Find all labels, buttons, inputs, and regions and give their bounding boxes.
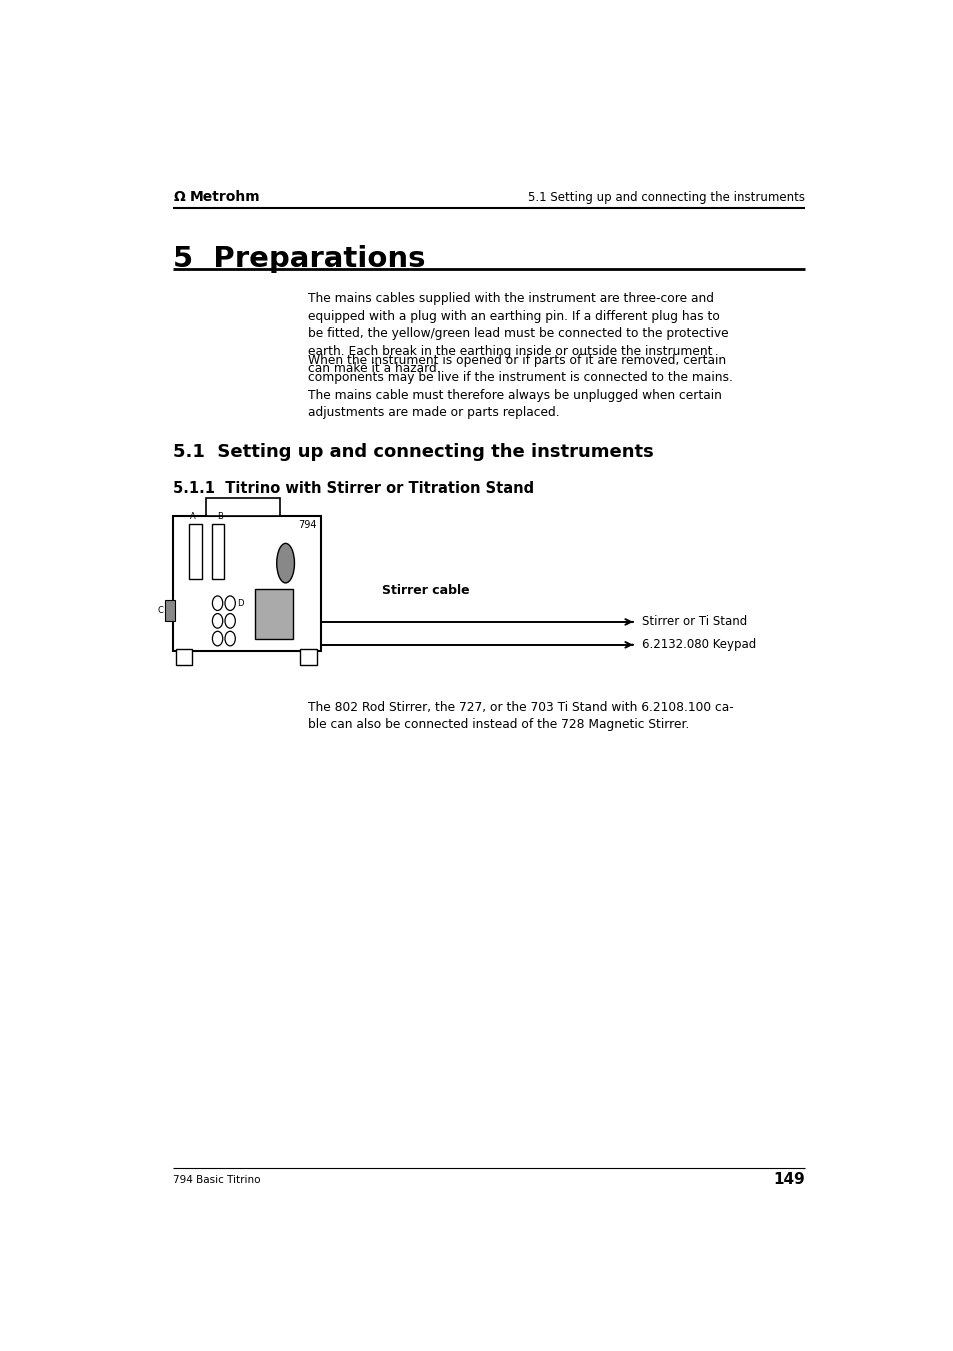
Ellipse shape — [276, 543, 294, 582]
Circle shape — [213, 596, 222, 611]
Text: D: D — [236, 598, 243, 608]
Bar — [212, 524, 224, 580]
Text: B: B — [217, 512, 223, 521]
Circle shape — [213, 613, 222, 628]
Bar — [206, 499, 279, 516]
Text: When the instrument is opened or if parts of it are removed, certain
components : When the instrument is opened or if part… — [308, 354, 732, 419]
Text: The 802 Rod Stirrer, the 727, or the 703 Ti Stand with 6.2108.100 ca-
ble can al: The 802 Rod Stirrer, the 727, or the 703… — [308, 701, 733, 731]
Text: 794: 794 — [298, 520, 316, 530]
Text: 5.1 Setting up and connecting the instruments: 5.1 Setting up and connecting the instru… — [527, 190, 803, 204]
Bar — [300, 648, 316, 665]
Text: C: C — [157, 607, 164, 615]
Bar — [165, 600, 174, 621]
Bar — [176, 648, 193, 665]
Bar — [190, 524, 202, 580]
Text: 6.2132.080 Keypad: 6.2132.080 Keypad — [641, 638, 756, 651]
Text: Stirrer or Ti Stand: Stirrer or Ti Stand — [641, 616, 746, 628]
Text: 5.1.1  Titrino with Stirrer or Titration Stand: 5.1.1 Titrino with Stirrer or Titration … — [173, 481, 534, 496]
Circle shape — [225, 596, 235, 611]
Text: Stirrer cable: Stirrer cable — [381, 584, 469, 597]
Circle shape — [225, 613, 235, 628]
Text: 5  Preparations: 5 Preparations — [173, 246, 425, 273]
Circle shape — [225, 631, 235, 646]
Text: 149: 149 — [772, 1173, 803, 1188]
Text: Ω: Ω — [173, 190, 185, 204]
Text: The mains cables supplied with the instrument are three-core and
equipped with a: The mains cables supplied with the instr… — [308, 292, 728, 376]
Bar — [254, 589, 293, 639]
Circle shape — [213, 631, 222, 646]
Text: 5.1  Setting up and connecting the instruments: 5.1 Setting up and connecting the instru… — [173, 443, 654, 461]
Text: 794 Basic Titrino: 794 Basic Titrino — [173, 1174, 260, 1185]
Text: Metrohm: Metrohm — [190, 190, 260, 204]
Bar — [173, 516, 321, 651]
Text: A: A — [190, 512, 195, 521]
